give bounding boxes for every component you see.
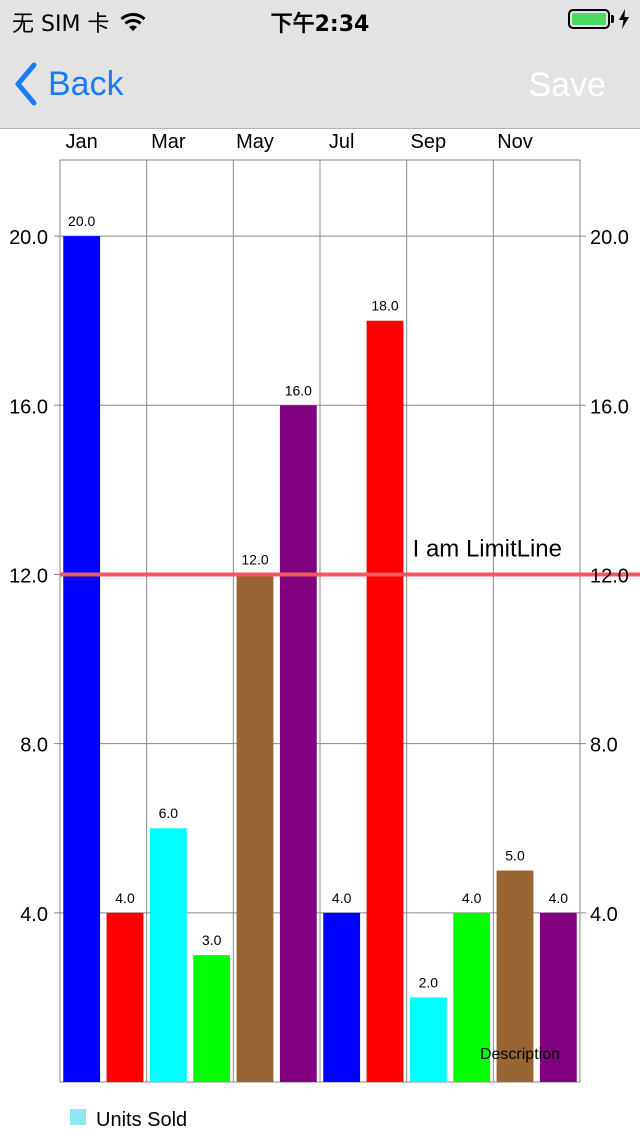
y-tick-label-right: 16.0 (590, 396, 629, 418)
bar-nov[interactable] (496, 870, 534, 1082)
value-label-apr: 3.0 (202, 932, 222, 948)
chart-bars (63, 236, 577, 1083)
bar-feb[interactable] (106, 912, 144, 1082)
value-label-jun: 16.0 (285, 382, 312, 398)
y-tick-label-left: 4.0 (20, 904, 48, 926)
battery-body (568, 9, 610, 29)
bar-sep[interactable] (409, 997, 447, 1082)
bar-dec[interactable] (539, 912, 577, 1082)
status-time: 下午2:34 (270, 12, 370, 37)
x-tick-label-sep: Sep (411, 131, 447, 153)
chart-description: Description (480, 1046, 560, 1063)
chevron-left-icon (15, 62, 37, 106)
chart-axis-labels: 4.0 4.0 8.0 8.0 12.0 12.0 16.0 16.0 20.0 20.0 Jan M… (9, 131, 629, 926)
charging-bolt-icon (619, 9, 629, 29)
battery-fill (572, 13, 606, 25)
y-tick-label-right: 12.0 (590, 565, 629, 587)
value-label-oct: 4.0 (462, 890, 482, 906)
battery-icon (568, 9, 630, 29)
x-tick-label-jul: Jul (329, 131, 355, 153)
y-tick-label-right: 4.0 (590, 904, 618, 926)
chart-limit-line: I am LimitLine (60, 535, 640, 577)
x-tick-label-jan: Jan (66, 131, 98, 153)
limit-line-label: I am LimitLine (413, 535, 562, 562)
back-button-label: Back (48, 64, 124, 103)
value-label-sep: 2.0 (419, 974, 439, 990)
status-bar: 无 SIM 卡 下午2:34 (0, 0, 640, 40)
chart-value-labels: 20.0 4.0 6.0 3.0 12.0 16.0 4.0 18.0 2.0 4.0 5.0 4.0 (68, 213, 568, 990)
navigation-bar: Back Save (0, 40, 640, 129)
legend-swatch (70, 1109, 86, 1125)
wifi-icon (120, 13, 146, 31)
bar-mar[interactable] (149, 828, 187, 1082)
value-label-mar: 6.0 (159, 805, 179, 821)
back-button[interactable]: Back (14, 62, 124, 106)
x-tick-label-mar: Mar (151, 131, 186, 153)
legend-label: Units Sold (96, 1109, 187, 1131)
save-button[interactable]: Save (528, 66, 607, 104)
x-tick-label-nov: Nov (497, 131, 533, 153)
y-tick-label-left: 20.0 (9, 227, 48, 249)
bar-aug[interactable] (366, 320, 404, 1082)
y-tick-label-left: 8.0 (20, 735, 48, 757)
value-label-may: 12.0 (241, 551, 268, 567)
y-tick-label-right: 20.0 (590, 227, 629, 249)
y-tick-label-right: 8.0 (590, 735, 618, 757)
y-tick-label-left: 16.0 (9, 396, 48, 418)
value-label-jul: 4.0 (332, 890, 352, 906)
y-tick-label-left: 12.0 (9, 565, 48, 587)
value-label-aug: 18.0 (371, 298, 398, 314)
bar-may[interactable] (236, 574, 274, 1082)
status-carrier: 无 SIM 卡 (12, 6, 147, 38)
bar-oct[interactable] (453, 912, 491, 1082)
value-label-jan: 20.0 (68, 213, 95, 229)
value-label-dec: 4.0 (549, 890, 569, 906)
carrier-label: 无 SIM 卡 (12, 12, 110, 37)
bar-apr[interactable] (193, 955, 231, 1082)
value-label-nov: 5.0 (505, 848, 525, 864)
battery-tip (611, 15, 614, 23)
x-tick-label-may: May (236, 131, 274, 153)
bar-jan[interactable] (63, 236, 101, 1083)
bar-chart: I am LimitLine 20.0 4.0 6.0 3.0 12.0 16.0 4.0 1… (9, 131, 640, 1131)
bar-jul[interactable] (323, 912, 361, 1082)
value-label-feb: 4.0 (115, 890, 135, 906)
bar-jun[interactable] (279, 405, 317, 1083)
